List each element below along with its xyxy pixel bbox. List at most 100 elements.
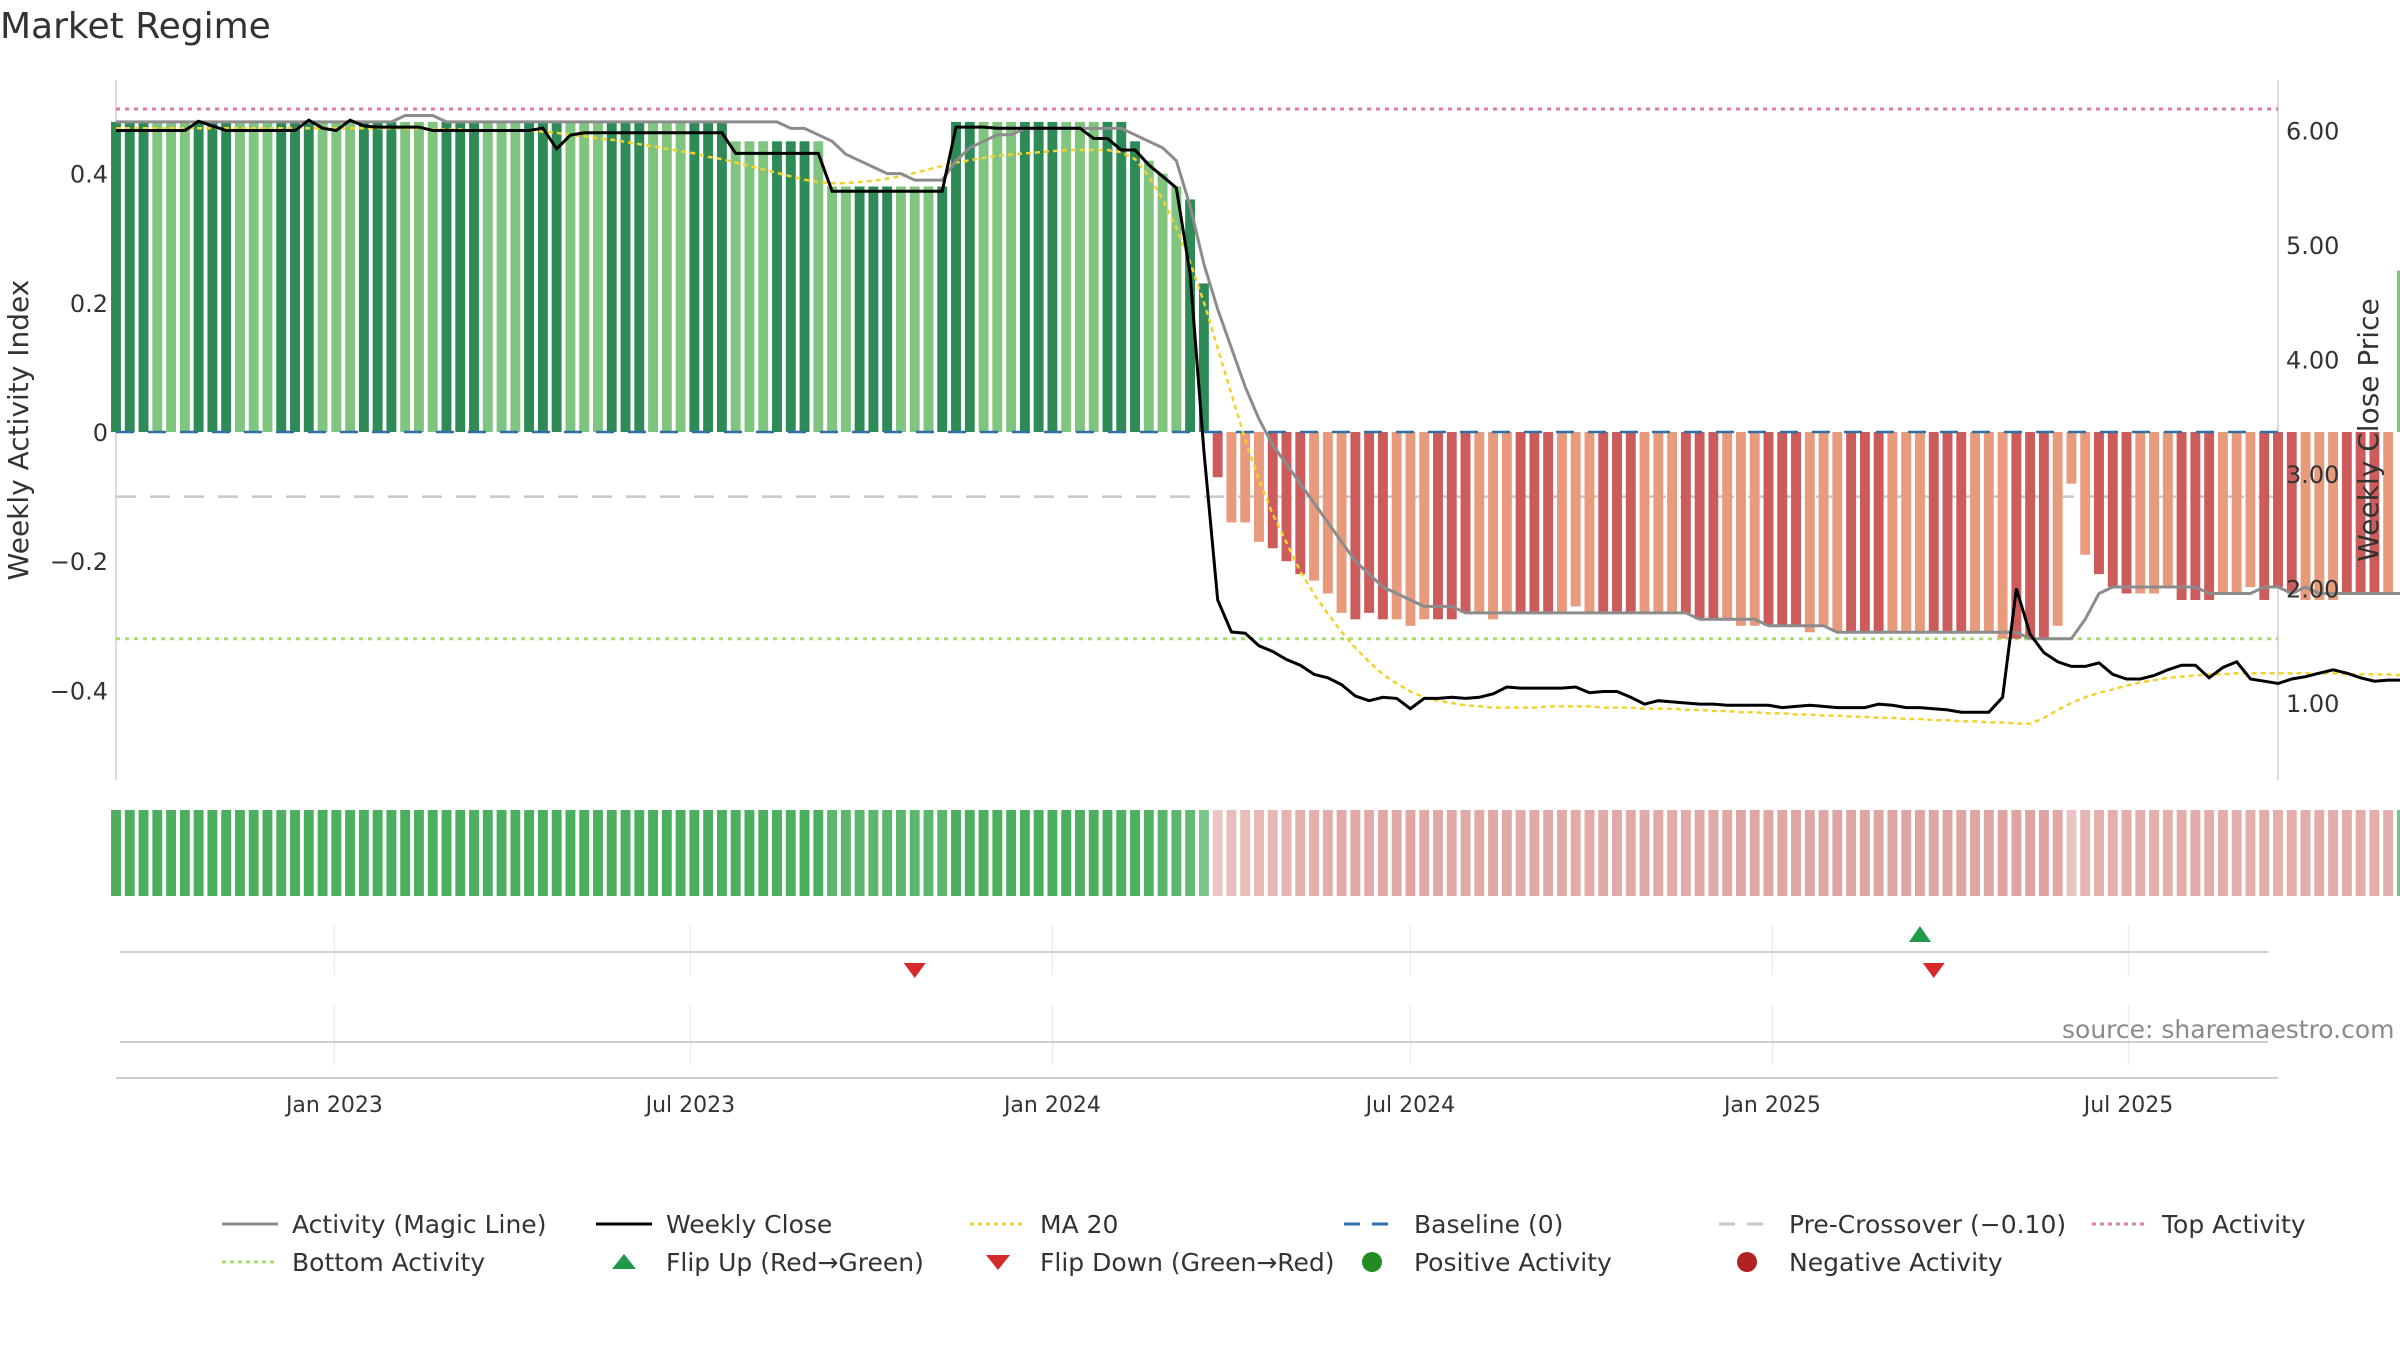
activity-bar [2341,432,2352,594]
flip-up-marker [1908,926,1931,942]
y-right-tick-label: 1.00 [2286,690,2339,718]
regime-strip-cell [290,810,300,896]
activity-bar [2135,432,2146,594]
regime-strip-cell [909,810,920,896]
regime-strip-cell [234,810,245,896]
activity-bar [1846,432,1857,633]
regime-strip-cell [331,810,342,896]
activity-bar [358,121,369,433]
activity-bar [1777,432,1788,626]
y-left-tick-label: 0.2 [70,290,108,318]
regime-strip-cell [2314,810,2325,896]
legend-item: Pre-Crossover (−0.10) [1717,1205,2066,1243]
regime-strip-cell [1074,810,1085,896]
activity-bar [758,141,769,433]
activity-bar [2314,432,2325,600]
activity-bar [386,121,397,433]
regime-strip-cell [1309,810,1319,896]
activity-bar [840,186,851,432]
regime-strip-cell [868,810,879,896]
activity-bar [827,186,838,432]
regime-strip-cell [1102,810,1113,896]
activity-bar [524,121,535,433]
activity-bar [1735,432,1746,626]
activity-bar [689,121,700,433]
regime-strip-cell [1625,810,1636,896]
regime-strip-cell [2217,810,2228,896]
legend-item: Flip Down (Green→Red) [968,1243,1335,1281]
activity-bar [1598,432,1609,613]
regime-strip-cell [1198,810,1209,896]
activity-bar [2176,432,2187,600]
regime-strip-cell [276,810,287,896]
activity-bar [2217,432,2228,594]
activity-bar [1019,121,1030,433]
legend-label: Weekly Close [666,1209,833,1239]
regime-strip-cell [2328,810,2339,896]
activity-bar [882,186,893,432]
legend: Activity (Magic Line) Weekly Close MA 20 Ba… [0,1205,2400,1285]
regime-strip-cell [358,810,369,896]
activity-bar [2286,432,2297,594]
activity-bar [964,121,975,433]
activity-bar [951,121,961,433]
source-credit: source: sharemaestro.com [2062,1015,2395,1044]
regime-strip-cell [730,810,741,896]
activity-bar [1116,121,1127,433]
activity-bar [1405,432,1416,626]
activity-bar [992,121,1003,433]
activity-bar [895,186,906,432]
activity-bar [772,141,782,433]
legend-item: Positive Activity [1342,1243,1612,1281]
activity-bar [1226,432,1237,523]
regime-strip-cell [207,810,218,896]
activity-bar [152,121,163,433]
activity-bar [1653,432,1664,613]
main-panel: 0.4 0.2 0 −0.2 −0.4 6.00 5.00 4.00 3.00 2.00 1.00 [50,80,2400,780]
regime-strip-cell [1956,810,1967,896]
x-tick-label: Jan 2025 [1722,1093,1821,1118]
legend-label: Bottom Activity [292,1247,486,1277]
regime-strip-cell [1130,810,1140,896]
activity-bar [1570,432,1581,607]
regime-strip-cell [2300,810,2311,896]
regime-strip-cell [2107,810,2118,896]
regime-strip-cell [1061,810,1072,896]
regime-strip-cell [2080,810,2091,896]
regime-strip-cell [524,810,535,896]
activity-bar [290,121,300,433]
regime-strip-cell [1667,810,1678,896]
activity-bar [716,121,727,433]
activity-bar [427,121,438,433]
activity-bar [2273,432,2283,588]
regime-strip-cell [2162,810,2173,896]
y-right-tick-label: 6.00 [2286,118,2339,146]
activity-bar [2355,432,2366,594]
regime-strip-cell [372,810,383,896]
legend-symbol-circle [1342,1247,1402,1277]
regime-strip-cell [827,810,838,896]
regime-strip-cell [166,810,177,896]
regime-strip-cell [2135,810,2146,896]
regime-strip-cell [620,810,631,896]
legend-item: Flip Up (Red→Green) [594,1243,924,1281]
activity-bar [1625,432,1636,613]
y-left-tick-label: 0.4 [70,161,108,189]
regime-strip-cell [1364,810,1375,896]
regime-strip-cell [1598,810,1609,896]
regime-strip-cell [2204,810,2215,896]
regime-strip-cell [854,810,865,896]
activity-bar [593,121,603,433]
activity-bar [400,121,411,433]
regime-strip-cell [317,810,328,896]
activity-bar [2107,432,2118,588]
activity-bar [1254,432,1264,542]
x-axis: Jan 2023 Jul 2023 Jan 2024 Jul 2024 Jan 2025… [116,1077,2278,1118]
regime-strip-cell [675,810,686,896]
regime-strip-cell [1584,810,1595,896]
regime-strip-cell [1543,810,1554,896]
activity-bar [124,121,135,433]
regime-strip-cell [2176,810,2187,896]
regime-strip-cell [441,810,452,896]
regime-strip-cell [2052,810,2063,896]
